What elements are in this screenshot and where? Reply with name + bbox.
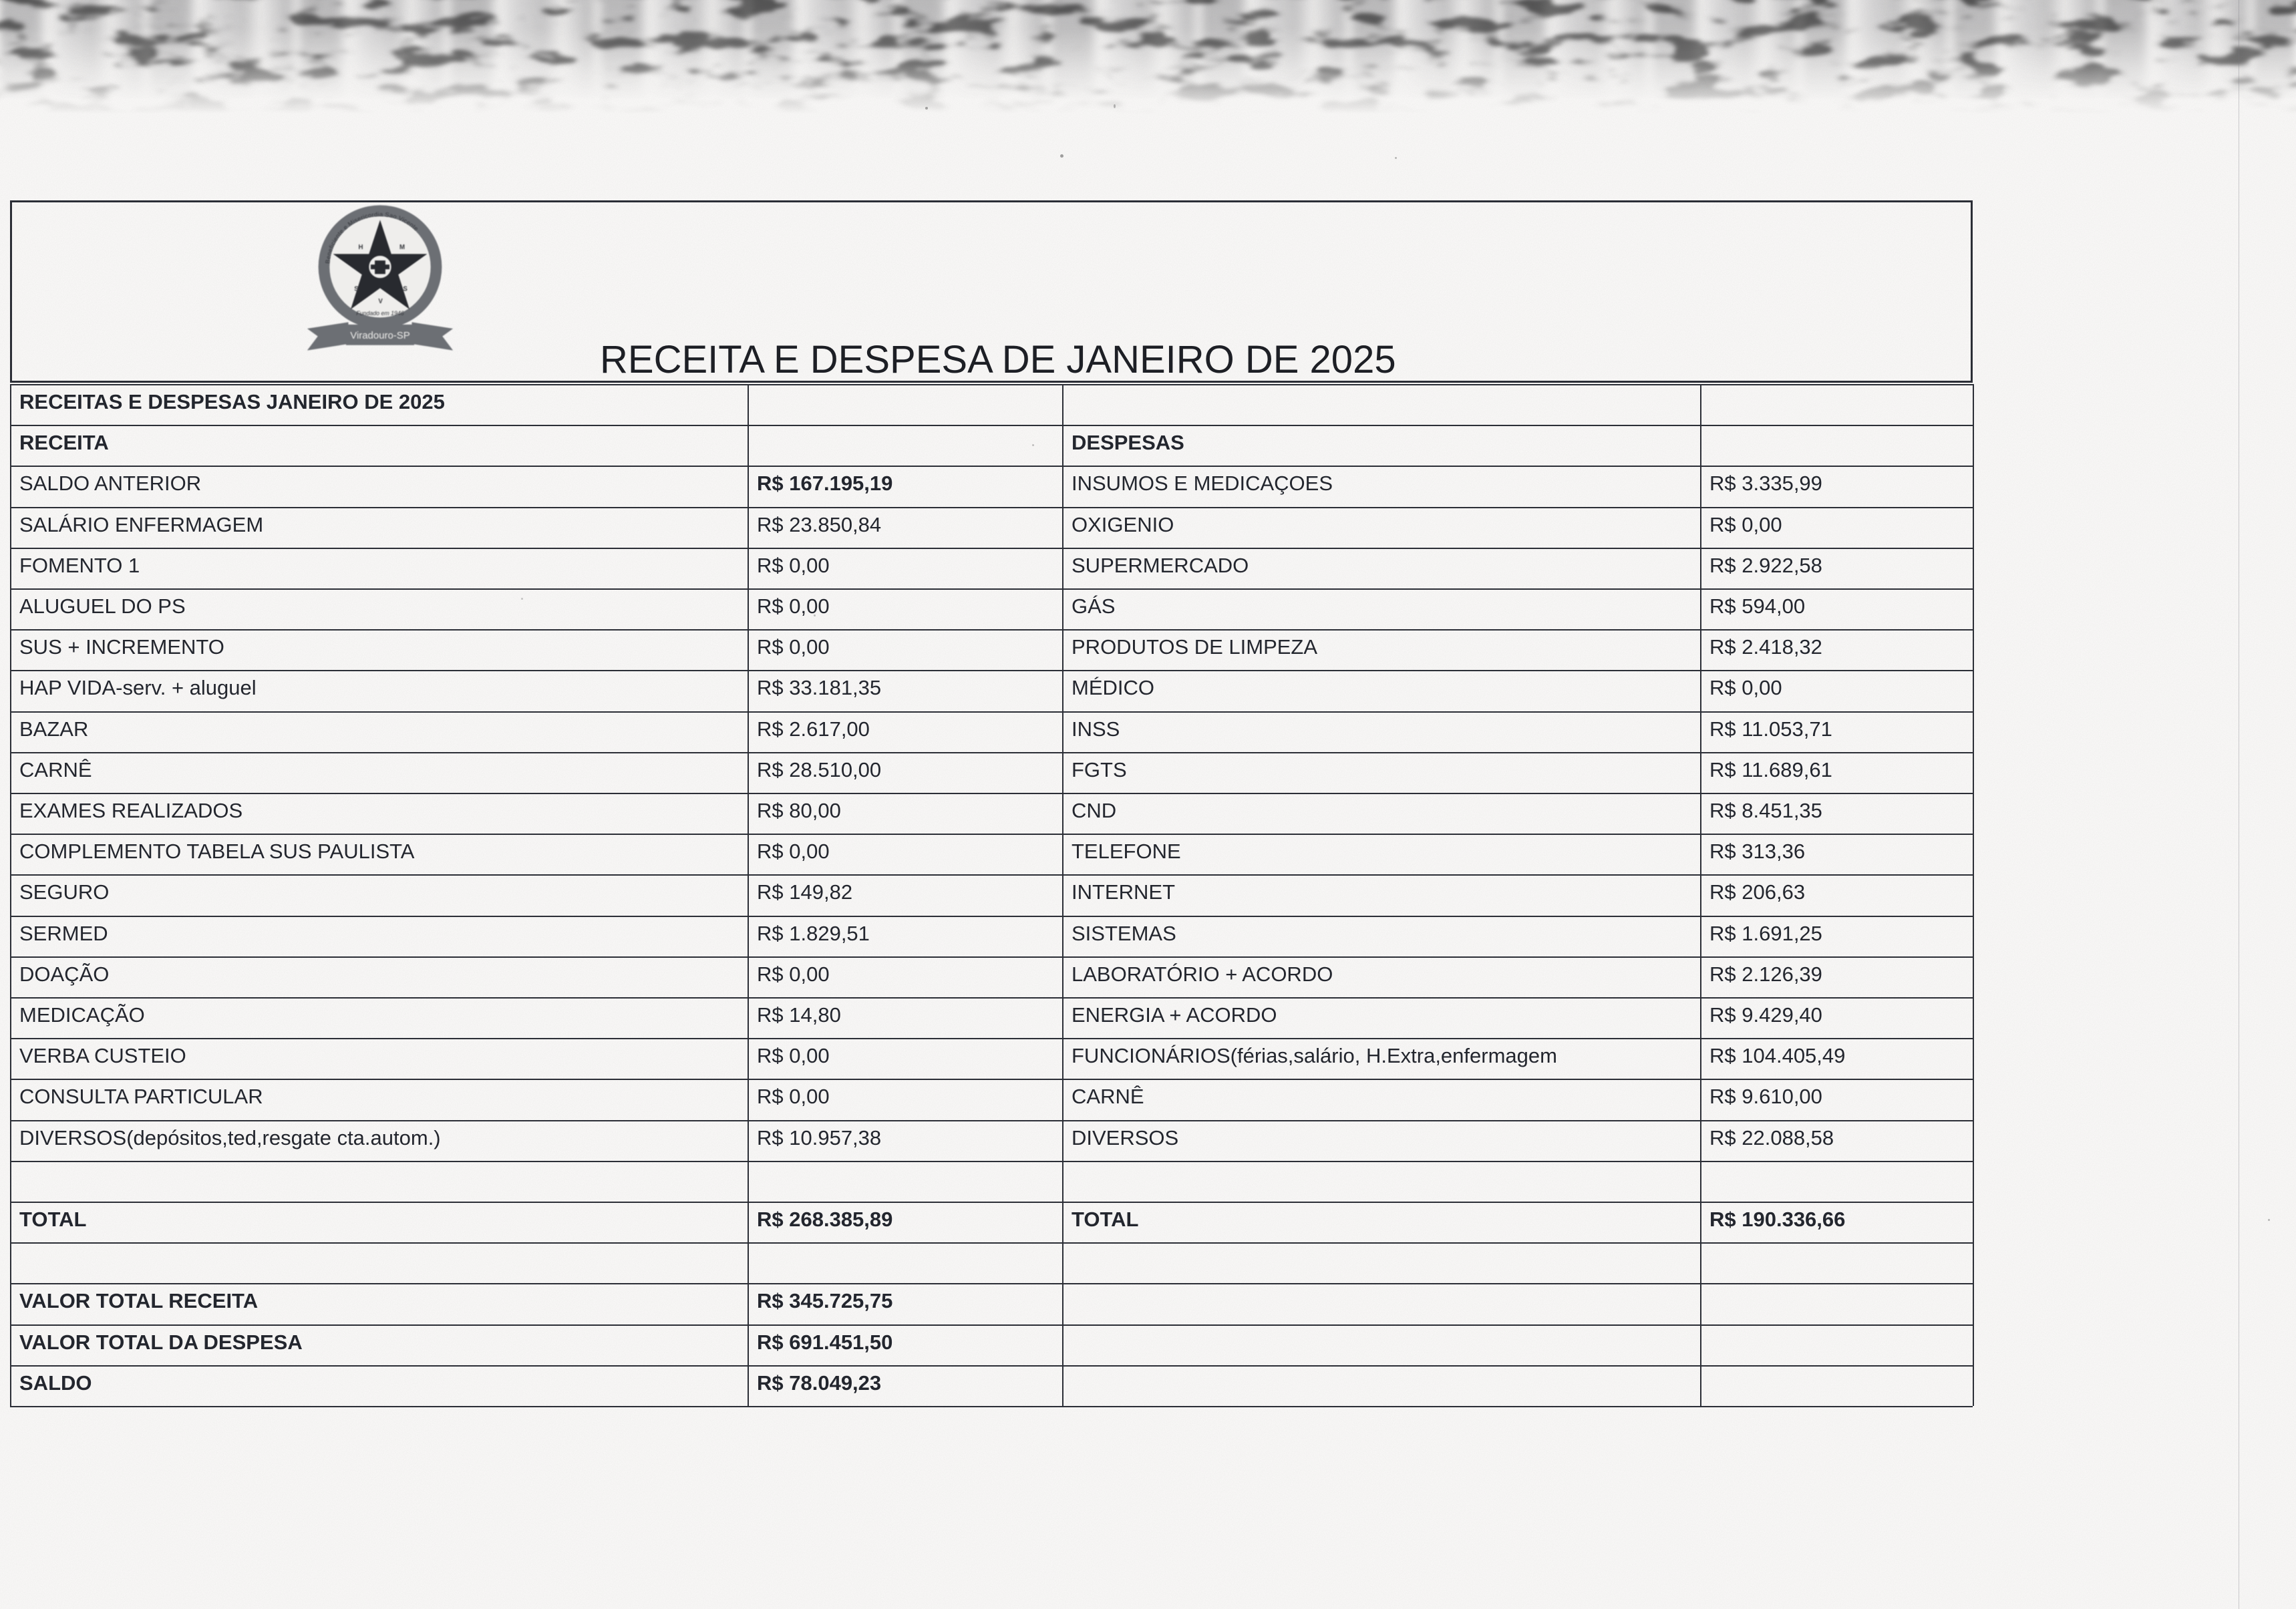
svg-text:Viradouro-SP: Viradouro-SP: [350, 330, 410, 341]
svg-text:Fundado em 1946: Fundado em 1946: [356, 310, 404, 317]
svg-text:H: H: [358, 244, 363, 251]
svg-text:S: S: [354, 286, 359, 293]
svg-text:S: S: [403, 286, 407, 293]
svg-text:M: M: [399, 244, 405, 251]
svg-text:V: V: [378, 298, 383, 305]
